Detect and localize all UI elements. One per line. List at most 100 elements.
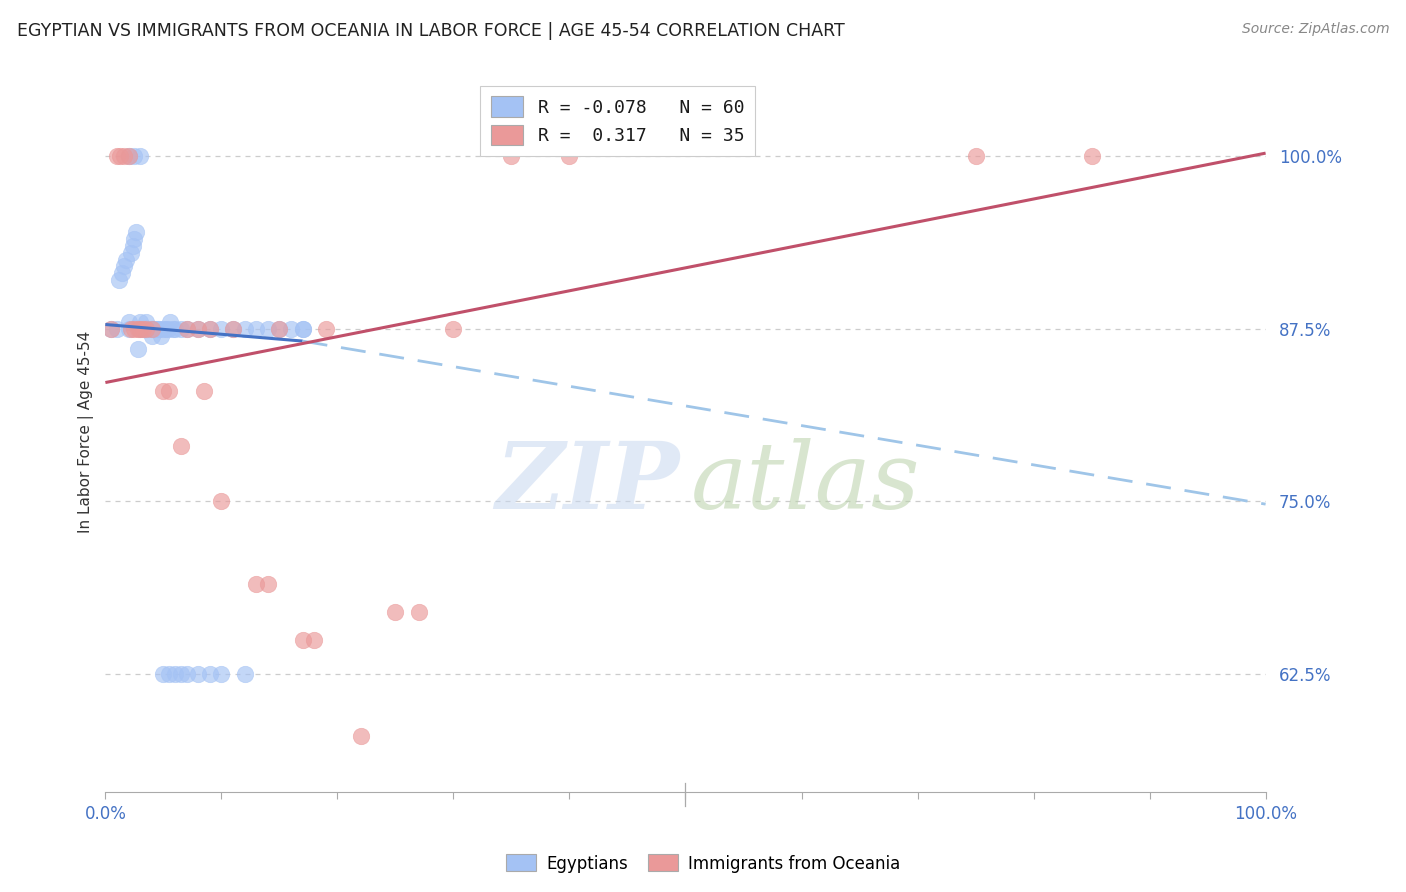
Point — [129, 149, 152, 163]
Point — [187, 321, 209, 335]
Point — [1080, 149, 1102, 163]
Point — [135, 321, 157, 335]
Y-axis label: In Labor Force | Age 45-54: In Labor Force | Age 45-54 — [79, 331, 94, 533]
Point — [245, 577, 267, 591]
Point — [280, 321, 302, 335]
Point — [209, 667, 232, 681]
Point — [120, 321, 142, 335]
Point — [176, 321, 198, 335]
Point — [209, 494, 232, 508]
Point — [105, 149, 128, 163]
Point — [170, 321, 193, 335]
Point — [150, 328, 173, 343]
Point — [124, 225, 146, 239]
Point — [198, 321, 221, 335]
Point — [129, 321, 152, 335]
Point — [111, 266, 134, 280]
Point — [176, 321, 198, 335]
Point — [148, 321, 170, 335]
Text: ZIP: ZIP — [495, 438, 679, 527]
Point — [100, 321, 122, 335]
Point — [233, 667, 256, 681]
Legend: R = -0.078   N = 60, R =  0.317   N = 35: R = -0.078 N = 60, R = 0.317 N = 35 — [479, 86, 755, 156]
Text: EGYPTIAN VS IMMIGRANTS FROM OCEANIA IN LABOR FORCE | AGE 45-54 CORRELATION CHART: EGYPTIAN VS IMMIGRANTS FROM OCEANIA IN L… — [17, 22, 845, 40]
Point — [162, 321, 184, 335]
Point — [112, 260, 135, 274]
Point — [157, 321, 180, 335]
Point — [222, 321, 245, 335]
Point — [143, 321, 166, 335]
Point — [141, 321, 163, 335]
Point — [131, 321, 153, 335]
Point — [291, 321, 314, 335]
Point — [105, 321, 128, 335]
Point — [222, 321, 245, 335]
Point — [141, 328, 163, 343]
Point — [198, 667, 221, 681]
Point — [187, 667, 209, 681]
Point — [136, 321, 159, 335]
Point — [965, 149, 987, 163]
Point — [152, 667, 174, 681]
Point — [245, 321, 267, 335]
Point — [145, 321, 167, 335]
Point — [157, 384, 180, 398]
Point — [138, 321, 160, 335]
Text: atlas: atlas — [692, 438, 921, 527]
Point — [170, 439, 193, 453]
Point — [127, 343, 149, 357]
Point — [302, 632, 325, 647]
Point — [384, 605, 406, 619]
Point — [501, 149, 523, 163]
Point — [120, 245, 142, 260]
Point — [135, 315, 157, 329]
Point — [129, 315, 152, 329]
Point — [117, 315, 139, 329]
Point — [117, 321, 139, 335]
Point — [291, 321, 314, 335]
Point — [141, 321, 163, 335]
Point — [558, 149, 581, 163]
Text: Source: ZipAtlas.com: Source: ZipAtlas.com — [1241, 22, 1389, 37]
Point — [131, 321, 153, 335]
Point — [163, 667, 186, 681]
Point — [269, 321, 291, 335]
Point — [170, 667, 193, 681]
Point — [110, 149, 132, 163]
Point — [127, 321, 149, 335]
Point — [117, 149, 139, 163]
Point — [349, 729, 371, 743]
Point — [124, 149, 146, 163]
Point — [163, 321, 186, 335]
Point — [115, 252, 138, 267]
Point — [209, 321, 232, 335]
Point — [108, 273, 131, 287]
Point — [124, 321, 146, 335]
Point — [112, 149, 135, 163]
Point — [134, 321, 156, 335]
Point — [152, 321, 174, 335]
Legend: Egyptians, Immigrants from Oceania: Egyptians, Immigrants from Oceania — [499, 847, 907, 880]
Point — [117, 149, 139, 163]
Point — [157, 667, 180, 681]
Point — [193, 384, 215, 398]
Point — [159, 315, 181, 329]
Point — [100, 321, 122, 335]
Point — [155, 321, 177, 335]
Point — [291, 632, 314, 647]
Point — [408, 605, 430, 619]
Point — [152, 384, 174, 398]
Point — [256, 321, 278, 335]
Point — [135, 321, 157, 335]
Point — [198, 321, 221, 335]
Point — [146, 321, 169, 335]
Point — [443, 321, 465, 335]
Point — [141, 321, 163, 335]
Point — [269, 321, 291, 335]
Point — [233, 321, 256, 335]
Point — [124, 232, 146, 246]
Point — [176, 667, 198, 681]
Point — [315, 321, 337, 335]
Point — [256, 577, 278, 591]
Point — [129, 321, 152, 335]
